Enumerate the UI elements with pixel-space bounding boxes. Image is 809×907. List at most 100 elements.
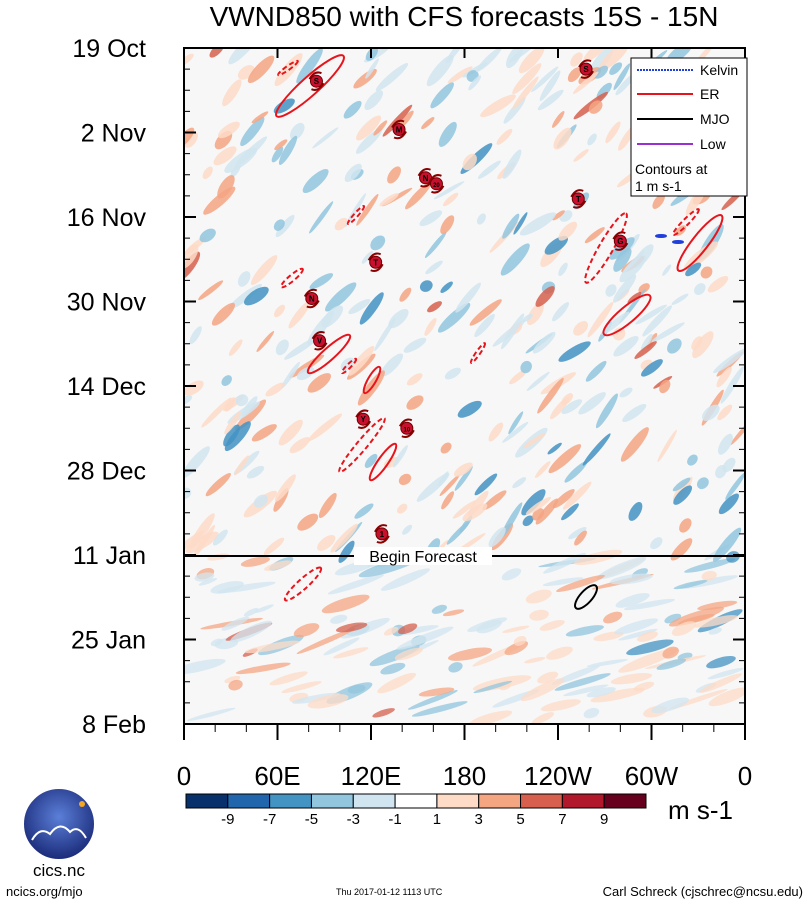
y-tick-label: 25 Jan [71, 627, 146, 655]
anomaly-patch [271, 146, 284, 163]
anomaly-patch [618, 628, 658, 641]
anomaly-patch [670, 538, 693, 561]
anomaly-patch [228, 339, 243, 356]
storm-marker: T [367, 252, 384, 273]
anomaly-patch [716, 366, 732, 388]
anomaly-patch [642, 305, 673, 337]
y-tick-label: 28 Dec [67, 458, 146, 486]
anomaly-patch [685, 262, 702, 277]
anomaly-patch [345, 193, 367, 228]
anomaly-patch [512, 477, 527, 489]
er-contour [469, 342, 487, 364]
footer-url[interactable]: ncics.org/mjo [6, 884, 83, 899]
anomaly-patch [437, 302, 471, 333]
legend-er-label: ER [700, 86, 719, 102]
anomaly-patch [476, 213, 486, 225]
anomaly-patch [552, 489, 575, 509]
anomaly-patch [708, 687, 745, 707]
anomaly-patch [330, 523, 358, 553]
anomaly-patch [293, 623, 320, 638]
anomaly-patch [184, 380, 204, 396]
anomaly-patch [691, 336, 703, 351]
anomaly-patch [720, 366, 744, 404]
storm-eye-icon [429, 177, 443, 191]
anomaly-patch [508, 411, 524, 435]
anomaly-patch [440, 215, 455, 235]
storm-label: 1 [380, 530, 385, 539]
anomaly-patch [730, 417, 745, 446]
storm-label: Y [361, 415, 367, 424]
anomaly-patch [513, 635, 527, 646]
anomaly-patch [552, 302, 570, 322]
anomaly-patch [603, 611, 623, 624]
anomaly-patch [224, 421, 251, 452]
anomaly-patch [518, 48, 545, 74]
er-contour [672, 208, 700, 236]
anomaly-patch [343, 100, 362, 119]
anomaly-patch [224, 675, 241, 684]
x-tick-label: 60E [254, 761, 300, 791]
anomaly-patch [558, 262, 568, 276]
anomaly-patch [610, 673, 653, 685]
er-contour [676, 213, 724, 273]
anomaly-patch [184, 131, 199, 148]
anomaly-patch [374, 317, 396, 351]
anomaly-patch [694, 283, 706, 296]
anomaly-patch [421, 117, 435, 130]
anomaly-patch [275, 214, 295, 238]
colorbar-swatch [269, 793, 312, 809]
colorbar-swatch [603, 793, 647, 809]
storm-label: T [576, 195, 581, 204]
anomaly-patch [687, 454, 698, 466]
anomaly-patch [399, 287, 412, 302]
anomaly-patch [198, 577, 218, 586]
anomaly-patch [309, 201, 334, 234]
anomaly-patch [264, 560, 292, 571]
anomaly-patch [419, 280, 433, 292]
anomaly-patch [564, 461, 588, 483]
anomaly-patch [546, 646, 573, 660]
anomaly-patch [537, 377, 564, 414]
anomaly-patch [210, 581, 244, 594]
anomaly-patch [671, 621, 696, 636]
colorbar-tick-label: -7 [263, 811, 276, 828]
tropical-cyclone-markers: S S M N 20 T G T N V Y 10 1 [303, 59, 629, 544]
anomaly-patch [601, 311, 630, 335]
anomaly-patch [539, 620, 565, 631]
anomaly-patch [438, 121, 457, 147]
anomaly-patch [520, 360, 532, 374]
anomaly-patch [502, 625, 530, 633]
anomaly-patch [224, 147, 258, 173]
anomaly-patch [641, 359, 663, 377]
anomaly-patch [275, 339, 289, 356]
legend-low-label: Low [700, 136, 727, 152]
anomaly-patch [224, 397, 236, 412]
anomaly-patch [548, 444, 582, 474]
kelvin-contour [655, 234, 667, 238]
anomaly-patch [278, 135, 298, 165]
colorbar-swatch [185, 793, 229, 809]
storm-arm-icon [376, 535, 390, 544]
anomaly-patch [531, 712, 555, 724]
y-tick-label: 11 Jan [73, 542, 146, 570]
anomaly-patch [185, 531, 219, 554]
anomaly-patch [501, 568, 522, 581]
anomaly-patch [502, 213, 520, 239]
anomaly-patch [247, 55, 275, 84]
anomaly-patch [713, 348, 745, 374]
anomaly-patch [235, 394, 249, 407]
anomaly-patch [361, 251, 373, 264]
x-tick-label: 60W [625, 761, 679, 791]
anomaly-patch [474, 313, 495, 338]
anomaly-patch [474, 473, 498, 496]
anomaly-patch [512, 76, 539, 110]
anomaly-patch [722, 457, 736, 473]
anomaly-patch [333, 647, 369, 659]
anomaly-patch [234, 455, 250, 476]
anomaly-patch [235, 662, 291, 675]
anomaly-patch [281, 361, 300, 389]
anomaly-patch [708, 627, 722, 635]
anomaly-patch [230, 620, 273, 643]
storm-label: 20 [433, 183, 440, 189]
